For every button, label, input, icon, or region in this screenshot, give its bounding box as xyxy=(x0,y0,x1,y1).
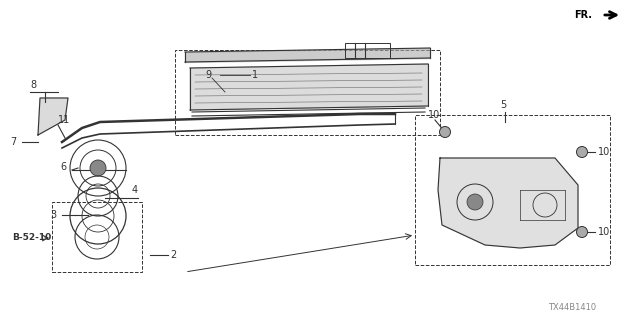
Polygon shape xyxy=(190,64,428,110)
Text: 7: 7 xyxy=(10,137,16,147)
Circle shape xyxy=(577,227,588,237)
Text: 3: 3 xyxy=(50,210,56,220)
Text: FR.: FR. xyxy=(574,10,592,20)
Polygon shape xyxy=(38,98,68,135)
Text: 9: 9 xyxy=(205,70,211,80)
Bar xyxy=(415,115,610,265)
Circle shape xyxy=(440,126,451,138)
Circle shape xyxy=(90,160,106,176)
Bar xyxy=(175,50,440,135)
Text: 11: 11 xyxy=(58,115,70,125)
Text: 5: 5 xyxy=(500,100,506,110)
Text: 1: 1 xyxy=(252,70,258,80)
Bar xyxy=(345,43,390,58)
Circle shape xyxy=(467,194,483,210)
Circle shape xyxy=(577,147,588,157)
Text: 2: 2 xyxy=(170,250,176,260)
Text: 10: 10 xyxy=(598,227,611,237)
Text: B-52-10: B-52-10 xyxy=(12,234,51,243)
Text: 10: 10 xyxy=(598,147,611,157)
Polygon shape xyxy=(438,158,578,248)
Text: 10: 10 xyxy=(428,110,440,120)
Text: 8: 8 xyxy=(30,80,36,90)
Text: TX44B1410: TX44B1410 xyxy=(548,303,596,313)
Text: 4: 4 xyxy=(132,185,138,195)
Text: 6: 6 xyxy=(60,162,66,172)
Bar xyxy=(52,202,142,272)
